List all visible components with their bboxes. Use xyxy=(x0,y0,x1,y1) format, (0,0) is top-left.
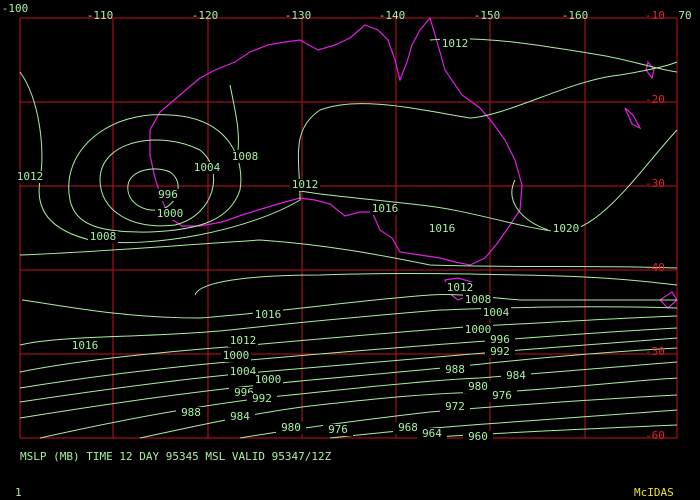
longitude-label: 70 xyxy=(678,9,691,22)
label-backing xyxy=(487,390,517,402)
label-backing xyxy=(485,346,515,358)
label-backing xyxy=(230,151,260,163)
isobar-label: 960 xyxy=(468,430,488,443)
isobar-label: 1012 xyxy=(17,170,44,183)
label-backing xyxy=(393,422,423,434)
label-backing xyxy=(463,431,493,443)
isobar-label: 972 xyxy=(445,400,465,413)
isobar-label: 984 xyxy=(506,369,526,382)
label-backing xyxy=(427,223,457,235)
isobar-label: 988 xyxy=(445,363,465,376)
isobar-label: 1000 xyxy=(223,349,250,362)
label-backing xyxy=(370,203,400,215)
isobar-label: 980 xyxy=(281,421,301,434)
longitude-label: -110 xyxy=(87,9,114,22)
longitude-label: -130 xyxy=(285,9,312,22)
longitude-label: -160 xyxy=(562,9,589,22)
label-backing xyxy=(276,422,306,434)
label-backing xyxy=(323,424,353,436)
isobar-label: 1016 xyxy=(429,222,456,235)
isobar-label: 968 xyxy=(398,421,418,434)
isobar-label: 980 xyxy=(468,380,488,393)
label-backing xyxy=(463,324,493,336)
isobar-label: 988 xyxy=(181,406,201,419)
longitude-label: -150 xyxy=(474,9,501,22)
longitude-label: -140 xyxy=(379,9,406,22)
isobar-label: 1004 xyxy=(194,161,221,174)
isobar-label: 1004 xyxy=(483,306,510,319)
latitude-label: -40 xyxy=(645,261,665,274)
latitude-label: -20 xyxy=(645,93,665,106)
label-backing xyxy=(88,231,118,243)
label-backing xyxy=(463,381,493,393)
isobar-label: 1016 xyxy=(72,339,99,352)
label-backing xyxy=(440,364,470,376)
label-backing xyxy=(440,38,470,50)
isobar-label: 996 xyxy=(158,188,178,201)
label-backing xyxy=(221,350,251,362)
isobar-label: 1012 xyxy=(447,281,474,294)
latitude-label: -30 xyxy=(645,177,665,190)
isobar-label: 1000 xyxy=(465,323,492,336)
isobar-label: 1020 xyxy=(553,222,580,235)
isobar-label: 1016 xyxy=(255,308,282,321)
longitude-label: -100 xyxy=(2,2,29,15)
isobar-label: 1004 xyxy=(230,365,257,378)
isobar-label: 992 xyxy=(490,345,510,358)
isobar-label: 1012 xyxy=(442,37,469,50)
label-backing xyxy=(153,189,183,201)
label-backing xyxy=(192,162,222,174)
isobar-label: 1008 xyxy=(90,230,117,243)
isobar-label: 996 xyxy=(490,333,510,346)
label-backing xyxy=(155,208,185,220)
isobar-label: 976 xyxy=(328,423,348,436)
label-backing xyxy=(551,223,581,235)
latitude-label: -50 xyxy=(645,345,665,358)
label-backing xyxy=(70,340,100,352)
isobar-label: 984 xyxy=(230,410,250,423)
label-backing xyxy=(485,334,515,346)
label-backing xyxy=(463,294,493,306)
label-backing xyxy=(481,307,511,319)
label-backing xyxy=(290,179,320,191)
longitude-label: -120 xyxy=(192,9,219,22)
label-backing xyxy=(176,407,206,419)
isobar-label: 992 xyxy=(252,392,272,405)
label-backing xyxy=(247,393,277,405)
label-backing xyxy=(445,282,475,294)
isobar-label: 1012 xyxy=(230,334,257,347)
label-backing xyxy=(417,428,447,440)
label-backing xyxy=(253,374,283,386)
isobar-label: 1000 xyxy=(255,373,282,386)
isobar-label: 1012 xyxy=(292,178,319,191)
label-backing xyxy=(228,335,258,347)
label-backing xyxy=(15,171,45,183)
isobar-label: 1008 xyxy=(232,150,259,163)
label-backing xyxy=(253,309,283,321)
label-backing xyxy=(440,401,470,413)
page-number: 1 xyxy=(15,486,22,499)
isobar-label: 976 xyxy=(492,389,512,402)
isobar-label: 1016 xyxy=(372,202,399,215)
label-backing xyxy=(228,366,258,378)
isobar-label: 1000 xyxy=(157,207,184,220)
label-backing xyxy=(501,370,531,382)
label-backing xyxy=(225,411,255,423)
latitude-label: -60 xyxy=(645,429,665,442)
labels: -100 -110 -120 -130 -140 -150 -160 70 -10 -20 -30 -… xyxy=(2,2,692,499)
caption: MSLP (MB) TIME 12 DAY 95345 MSL VALID 95… xyxy=(20,450,332,463)
latitude-label: -10 xyxy=(645,9,665,22)
isobar-label: 964 xyxy=(422,427,442,440)
isobar-label: 1008 xyxy=(465,293,492,306)
brand: McIDAS xyxy=(634,486,674,499)
grid xyxy=(19,17,678,439)
isobars xyxy=(19,38,678,439)
